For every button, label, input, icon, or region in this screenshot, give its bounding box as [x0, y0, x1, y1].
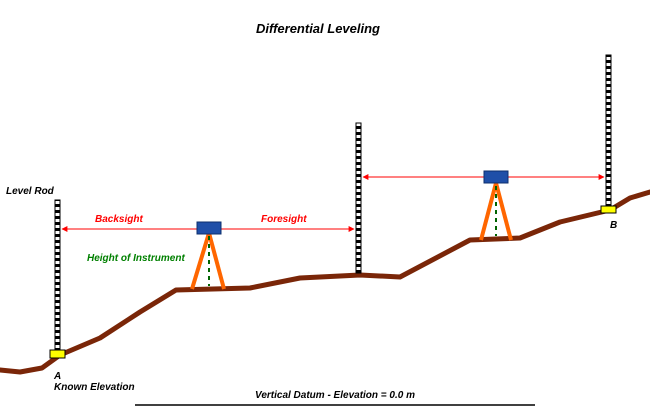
level-instrument-2 [479, 170, 513, 241]
level-rod-turning-point [355, 122, 362, 274]
level-rod-label: Level Rod [6, 186, 55, 197]
level-rod-a [54, 199, 61, 351]
ground-profile [0, 189, 650, 375]
level-rod-b [605, 54, 612, 206]
point-b-label: B [610, 220, 617, 231]
benchmark-a [49, 349, 66, 359]
diagram-title: Differential Leveling [256, 21, 380, 36]
known-elevation-label: Known Elevation [54, 382, 135, 393]
foresight-label: Foresight [261, 214, 307, 225]
point-a-label: A [53, 371, 61, 382]
backsight-label: Backsight [95, 214, 143, 225]
height-of-instrument-label: Height of Instrument [87, 253, 185, 264]
benchmark-b [600, 205, 617, 214]
level-instrument-1 [190, 221, 226, 290]
vertical-datum-label: Vertical Datum - Elevation = 0.0 m [255, 390, 415, 401]
